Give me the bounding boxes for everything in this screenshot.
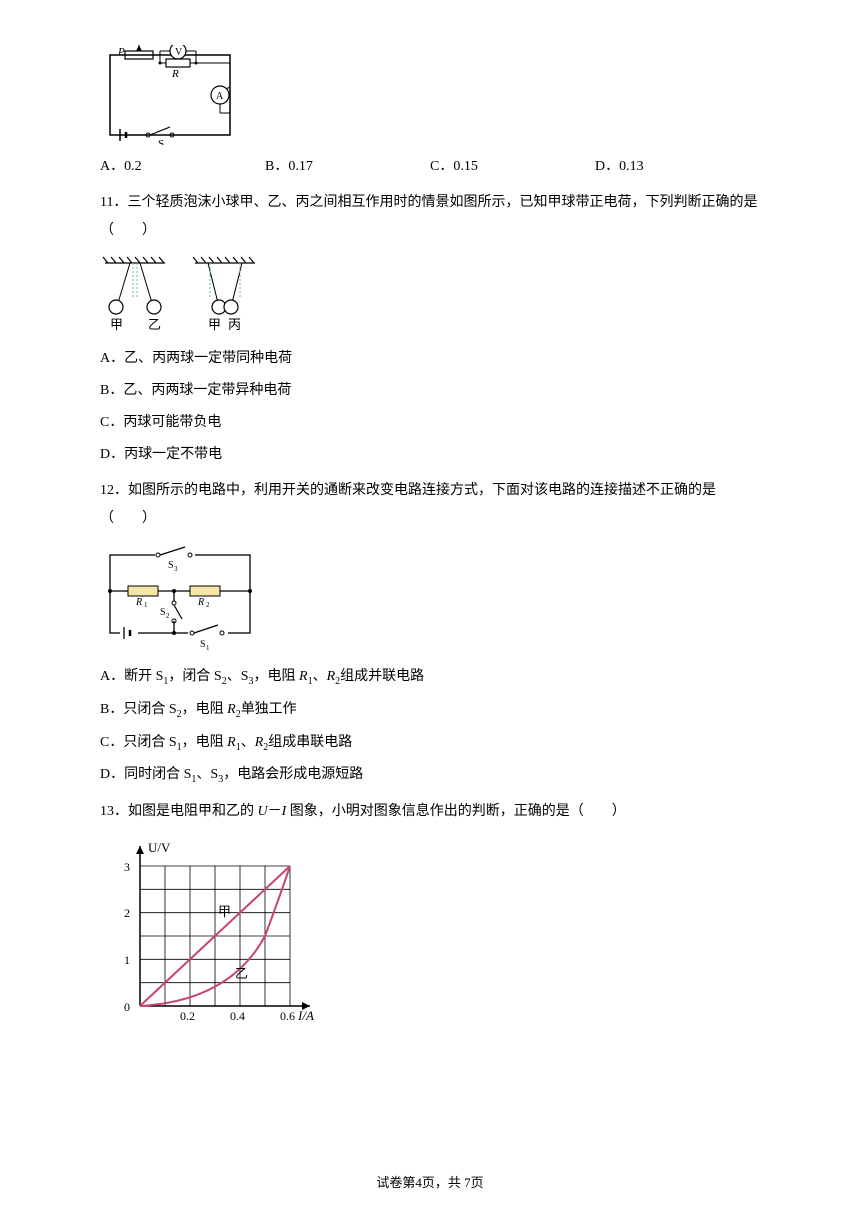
svg-text:0.4: 0.4 <box>230 1009 245 1023</box>
svg-text:1: 1 <box>124 953 130 967</box>
page-footer: 试卷第4页，共 7页 <box>0 1170 860 1196</box>
svg-text:V: V <box>175 47 183 58</box>
q12-figure: S3 R 1 R 2 S2 S1 <box>100 543 760 653</box>
q11-opt-a: A．乙、丙两球一定带同种电荷 <box>100 345 760 373</box>
svg-text:3: 3 <box>174 565 178 573</box>
q13-chart: U/V I/A 0 1 2 3 0.2 0.4 0.6 甲 乙 <box>100 836 760 1036</box>
q10-opt-d: D．0.13 <box>595 153 760 181</box>
q10-opt-b: B．0.17 <box>265 153 430 181</box>
svg-text:I/A: I/A <box>297 1008 314 1023</box>
svg-text:S: S <box>200 639 206 650</box>
svg-text:S: S <box>168 560 174 571</box>
svg-text:0: 0 <box>124 1000 130 1014</box>
svg-text:2: 2 <box>166 612 170 620</box>
label-yi: 乙 <box>148 317 161 332</box>
svg-text:A: A <box>216 91 224 102</box>
svg-text:P: P <box>117 46 125 58</box>
svg-text:U/V: U/V <box>148 840 171 855</box>
q13-stem: 13．如图是电阻甲和乙的 U－I 图象，小明对图象信息作出的判断，正确的是（ ） <box>100 798 760 826</box>
svg-text:0.2: 0.2 <box>180 1009 195 1023</box>
svg-text:甲: 甲 <box>218 904 231 919</box>
q11-stem: 11．三个轻质泡沫小球甲、乙、丙之间相互作用时的情景如图所示，已知甲球带正电荷，… <box>100 189 760 245</box>
q12-opt-d: D．同时闭合 S1、S3，电路会形成电源短路 <box>100 761 760 790</box>
label-jia2: 甲 <box>208 317 221 332</box>
q10-options: A．0.2 B．0.17 C．0.15 D．0.13 <box>100 153 760 181</box>
label-jia: 甲 <box>110 317 123 332</box>
q12-opt-a: A．断开 S1，闭合 S2、S3，电阻 R1、R2组成并联电路 <box>100 663 760 692</box>
q12-opt-b: B．只闭合 S2，电阻 R2单独工作 <box>100 696 760 725</box>
q10-circuit-diagram: P V R A S <box>100 45 760 145</box>
q11-opt-c: C．丙球可能带负电 <box>100 409 760 437</box>
svg-text:2: 2 <box>124 906 130 920</box>
svg-text:2: 2 <box>206 601 210 609</box>
svg-text:1: 1 <box>144 601 148 609</box>
q12-opt-c: C．只闭合 S1，电阻 R1、R2组成串联电路 <box>100 729 760 758</box>
label-bing: 丙 <box>228 317 241 332</box>
svg-text:R: R <box>171 68 179 80</box>
q10-opt-c: C．0.15 <box>430 153 595 181</box>
q11-figure: 甲 乙 甲 丙 <box>100 255 760 335</box>
q12-stem: 12．如图所示的电路中，利用开关的通断来改变电路连接方式，下面对该电路的连接描述… <box>100 477 760 533</box>
svg-text:S: S <box>160 607 166 618</box>
q11-opt-b: B．乙、丙两球一定带异种电荷 <box>100 377 760 405</box>
svg-text:3: 3 <box>124 860 130 874</box>
q10-opt-a: A．0.2 <box>100 153 265 181</box>
q11-opt-d: D．丙球一定不带电 <box>100 441 760 469</box>
svg-text:1: 1 <box>206 644 210 652</box>
svg-text:0.6: 0.6 <box>280 1009 295 1023</box>
svg-text:R: R <box>197 597 204 608</box>
svg-text:乙: 乙 <box>235 966 248 981</box>
svg-text:S: S <box>158 138 164 145</box>
svg-text:R: R <box>135 597 142 608</box>
